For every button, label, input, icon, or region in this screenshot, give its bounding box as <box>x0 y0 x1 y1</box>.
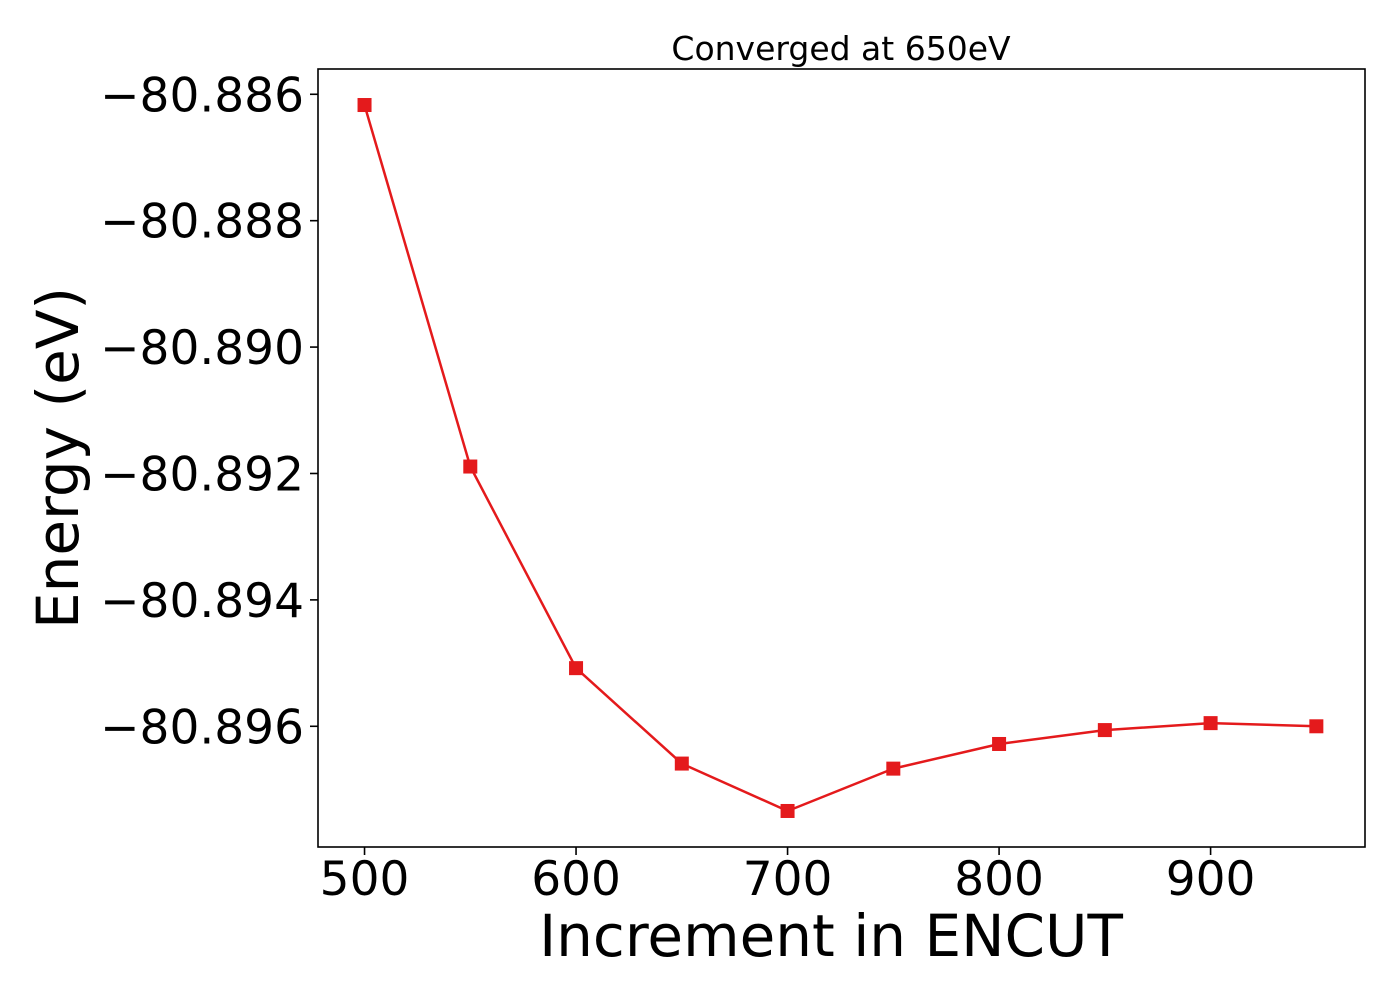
x-axis-label: Increment in ENCUT <box>539 902 1123 970</box>
y-tick-label: −80.890 <box>100 321 304 376</box>
y-tick-label: −80.886 <box>100 68 304 123</box>
data-point <box>1203 716 1218 731</box>
y-tick-label: −80.892 <box>100 447 304 502</box>
data-point <box>569 661 584 676</box>
x-axis: 500 600 700 800 900 <box>320 847 1256 907</box>
data-point <box>463 459 478 474</box>
data-point <box>1097 723 1112 738</box>
data-point <box>674 756 689 771</box>
data-point <box>886 761 901 776</box>
y-tick-label: −80.894 <box>100 574 304 629</box>
data-point <box>357 98 372 113</box>
y-tick-label: −80.896 <box>100 700 304 755</box>
chart-title: Converged at 650eV <box>671 29 1011 68</box>
series-line <box>363 104 1317 813</box>
data-point <box>1309 719 1324 734</box>
y-axis: −80.886 −80.888 −80.890 −80.892 −80.894 −80.8… <box>100 68 318 755</box>
series-layer <box>357 98 1324 818</box>
y-axis-label: Energy (eV) <box>24 287 92 629</box>
plot-area <box>317 68 1366 848</box>
data-point <box>780 803 795 818</box>
data-point <box>992 736 1007 751</box>
x-tick-label: 700 <box>743 852 833 907</box>
x-tick-label: 600 <box>531 852 621 907</box>
plot-frame <box>317 68 1366 848</box>
x-tick-label: 900 <box>1166 852 1256 907</box>
y-tick-label: −80.888 <box>100 195 304 250</box>
x-tick-label: 800 <box>954 852 1044 907</box>
x-tick-label: 500 <box>320 852 410 907</box>
